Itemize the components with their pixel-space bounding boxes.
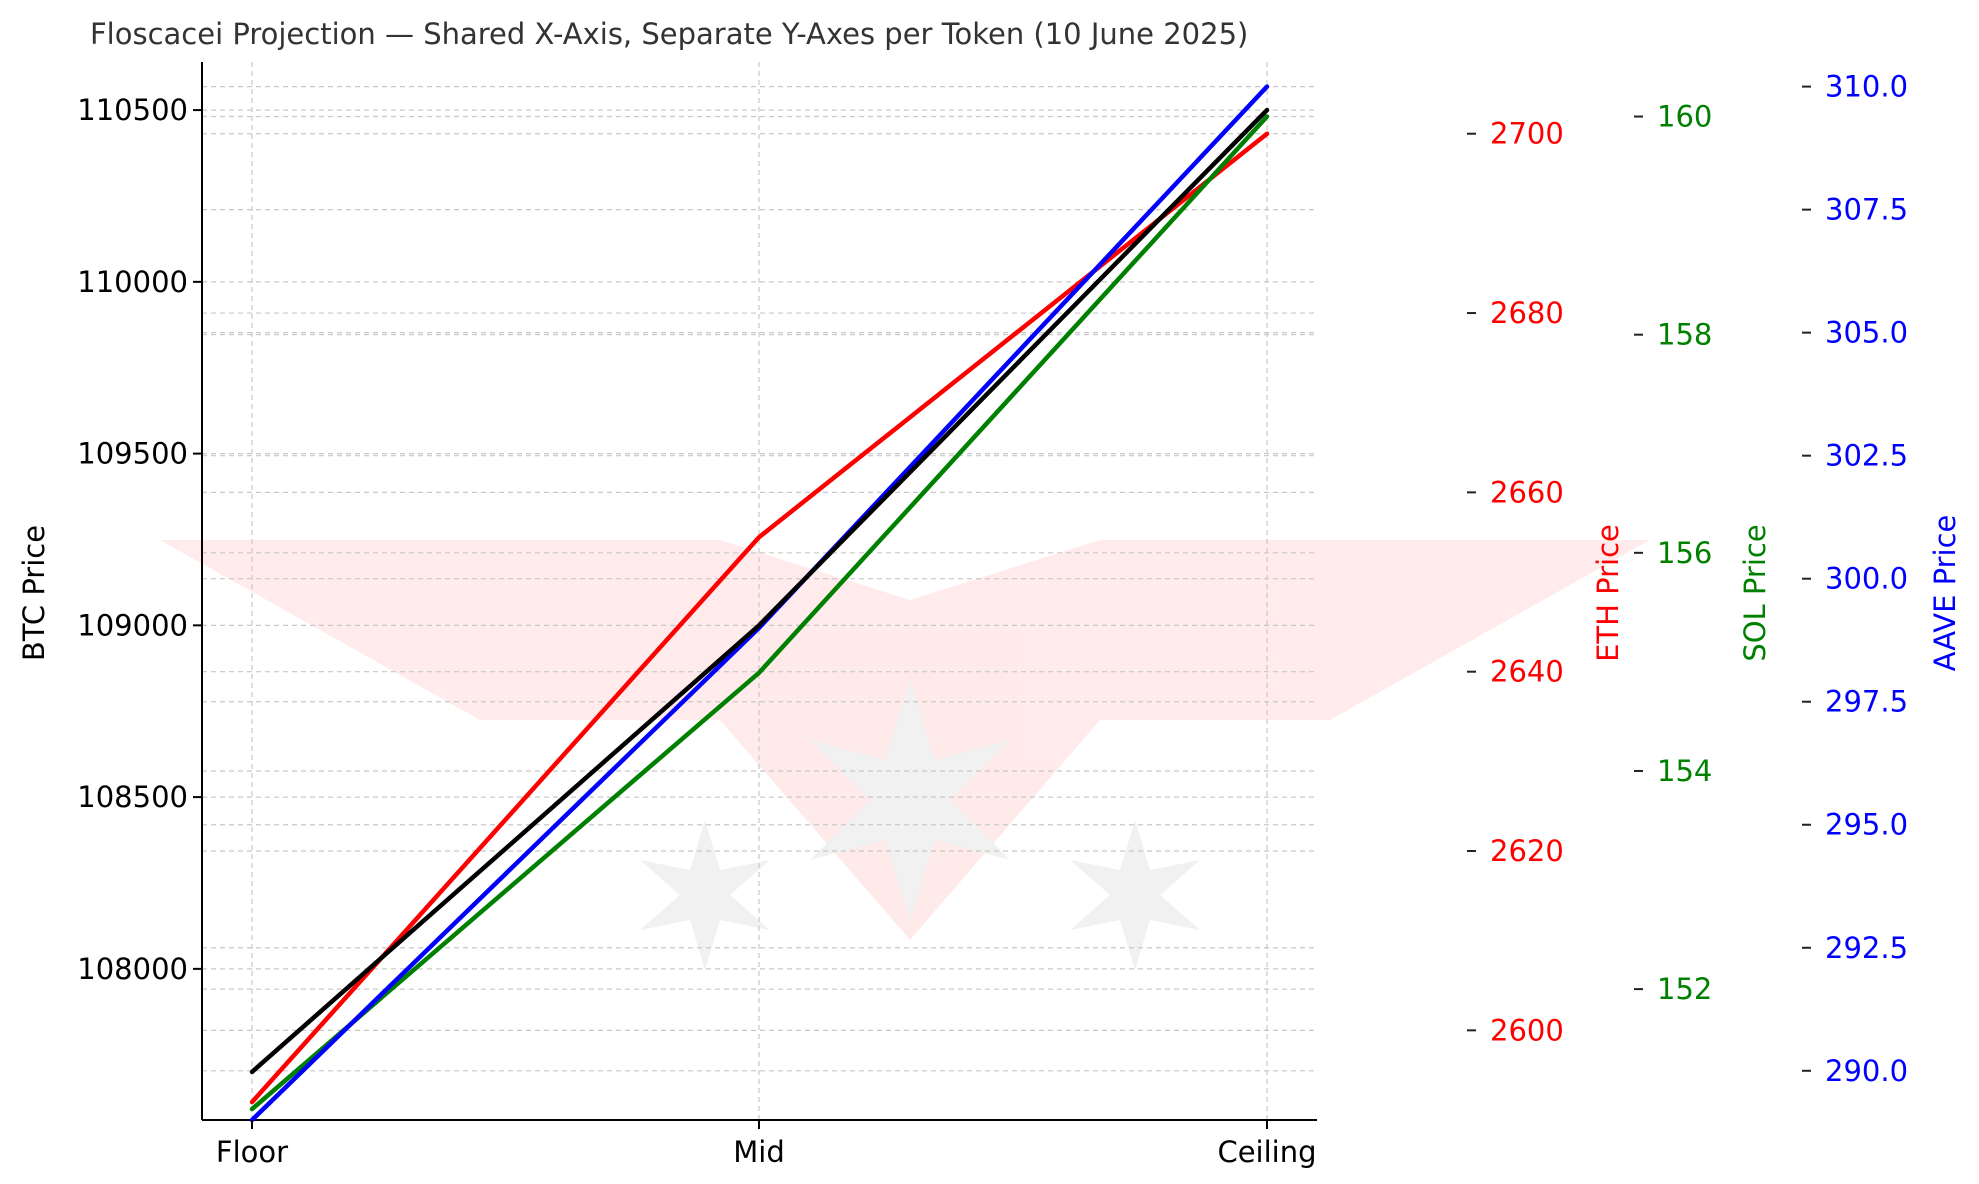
x-axis: Floor Mid Ceiling (216, 1120, 1317, 1169)
x-tick-label: Ceiling (1217, 1135, 1316, 1169)
aave-tick-label: 290.0 (1825, 1054, 1908, 1088)
chart-title: Floscacei Projection — Shared X-Axis, Se… (90, 17, 1248, 51)
btc-series-line (249, 107, 1270, 1075)
eth-tick-label: 2680 (1490, 296, 1564, 330)
sol-axis-label: SOL Price (1738, 524, 1772, 661)
watermark-star-icon (810, 680, 1010, 920)
btc-tick-label: 109000 (77, 608, 188, 642)
grid-lines (202, 62, 1317, 1120)
eth-tick-label: 2660 (1490, 475, 1564, 509)
aave-tick-label: 307.5 (1825, 193, 1908, 227)
aave-axis-label: AAVE Price (1928, 515, 1962, 672)
sol-tick-label: 152 (1657, 972, 1712, 1006)
aave-tick-label: 295.0 (1825, 808, 1908, 842)
watermark-star-icon (1070, 820, 1200, 970)
sol-tick-label: 156 (1657, 536, 1712, 570)
eth-tick-label: 2700 (1490, 117, 1564, 151)
sol-tick-label: 158 (1657, 318, 1712, 352)
eth-tick-label: 2620 (1490, 834, 1564, 868)
eth-tick-label: 2640 (1490, 655, 1564, 689)
y-axes: 108000 108500 109000 109500 110000 110500 2600… (77, 70, 1908, 1088)
btc-tick-label: 109500 (77, 437, 188, 471)
aave-tick-label: 300.0 (1825, 562, 1908, 596)
sol-tick-label: 160 (1657, 100, 1712, 134)
sol-tick-label: 154 (1657, 754, 1712, 788)
sol-series-line (249, 114, 1270, 1112)
btc-tick-label: 110000 (77, 265, 188, 299)
aave-tick-label: 302.5 (1825, 439, 1908, 473)
aave-tick-label: 310.0 (1825, 70, 1908, 104)
x-tick-label: Floor (216, 1135, 288, 1169)
watermark-logo (160, 540, 1650, 970)
watermark-wing-shape (160, 540, 1650, 940)
btc-tick-label: 108000 (77, 952, 188, 986)
aave-tick-label: 297.5 (1825, 685, 1908, 719)
watermark-star-icon (640, 820, 770, 970)
x-tick-label: Mid (733, 1135, 785, 1169)
btc-tick-label: 110500 (77, 93, 188, 127)
aave-tick-label: 292.5 (1825, 931, 1908, 965)
series-lines (249, 84, 1270, 1123)
btc-tick-label: 108500 (77, 780, 188, 814)
eth-tick-label: 2600 (1490, 1013, 1564, 1047)
aave-tick-label: 305.0 (1825, 316, 1908, 350)
btc-axis-label: BTC Price (17, 525, 51, 661)
eth-axis-label: ETH Price (1591, 524, 1625, 662)
